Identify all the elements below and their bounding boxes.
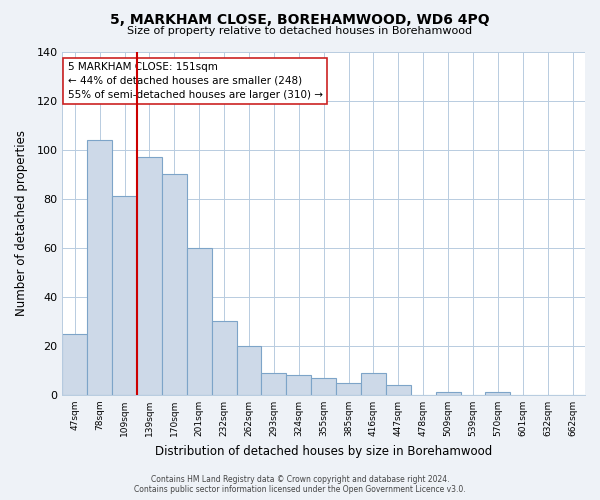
Text: Contains HM Land Registry data © Crown copyright and database right 2024.
Contai: Contains HM Land Registry data © Crown c…	[134, 474, 466, 494]
Bar	[485, 392, 511, 395]
Bar	[162, 174, 187, 395]
Bar	[361, 373, 386, 395]
Bar	[311, 378, 336, 395]
Bar	[236, 346, 262, 395]
Bar	[87, 140, 112, 395]
Bar	[436, 392, 461, 395]
Text: Size of property relative to detached houses in Borehamwood: Size of property relative to detached ho…	[127, 26, 473, 36]
Bar	[187, 248, 212, 395]
Bar	[112, 196, 137, 395]
Bar	[336, 382, 361, 395]
Bar	[386, 385, 411, 395]
Y-axis label: Number of detached properties: Number of detached properties	[15, 130, 28, 316]
Bar	[212, 322, 236, 395]
Bar	[286, 376, 311, 395]
Bar	[262, 373, 286, 395]
Text: 5 MARKHAM CLOSE: 151sqm
← 44% of detached houses are smaller (248)
55% of semi-d: 5 MARKHAM CLOSE: 151sqm ← 44% of detache…	[68, 62, 323, 100]
Bar	[137, 157, 162, 395]
Text: 5, MARKHAM CLOSE, BOREHAMWOOD, WD6 4PQ: 5, MARKHAM CLOSE, BOREHAMWOOD, WD6 4PQ	[110, 12, 490, 26]
Bar	[62, 334, 87, 395]
X-axis label: Distribution of detached houses by size in Borehamwood: Distribution of detached houses by size …	[155, 444, 492, 458]
